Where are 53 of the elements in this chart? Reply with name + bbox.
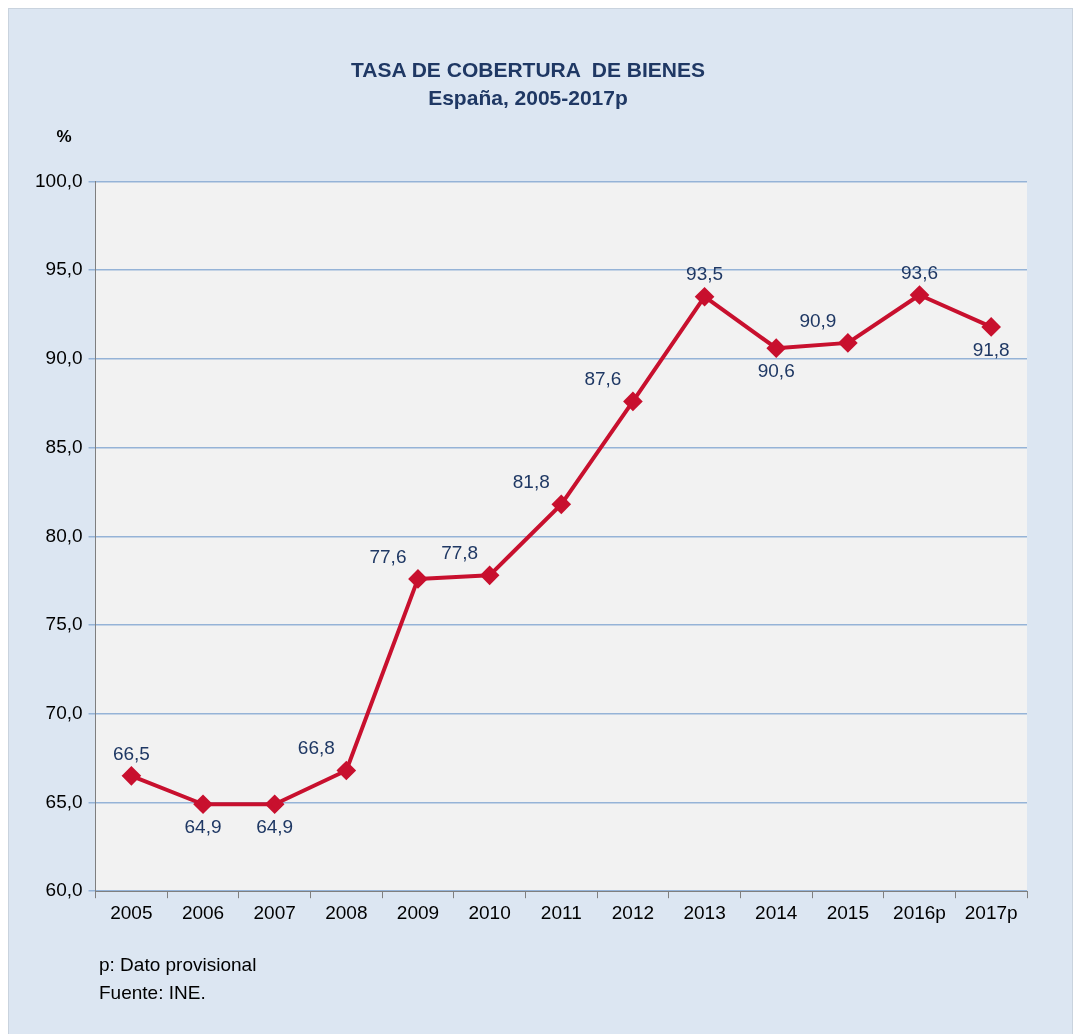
point bbox=[838, 333, 857, 352]
y-tick-label: 95,0 bbox=[45, 258, 83, 280]
x-tick-label: 2008 bbox=[325, 901, 368, 923]
point bbox=[552, 495, 571, 514]
source-note: Fuente: INE. bbox=[99, 981, 207, 1005]
chart-subtitle: España, 2005-2017p bbox=[428, 85, 628, 109]
y-tick-label: 75,0 bbox=[45, 613, 83, 635]
y-tick-label: 100,0 bbox=[35, 169, 83, 191]
text: p: Dato provisional bbox=[99, 953, 258, 977]
point bbox=[265, 795, 284, 814]
x-tick-label: 2006 bbox=[181, 901, 225, 923]
point bbox=[623, 392, 642, 411]
point bbox=[695, 287, 714, 306]
data-label: 77,6 bbox=[369, 545, 407, 567]
chart-title: TASA DE COBERTURA DE BIENES bbox=[351, 58, 705, 82]
data-label: 93,6 bbox=[901, 261, 939, 283]
data-label: 81,8 bbox=[512, 471, 550, 493]
point bbox=[122, 766, 141, 785]
data-label: 66,5 bbox=[112, 742, 150, 764]
x-tick-label: 2015 bbox=[826, 901, 870, 923]
point bbox=[910, 285, 929, 304]
x-tick-label: 2010 bbox=[468, 901, 511, 923]
x-tick-label: 2013 bbox=[683, 901, 726, 923]
point bbox=[408, 569, 427, 588]
point bbox=[194, 795, 213, 814]
data-label: 90,6 bbox=[757, 359, 795, 381]
data-label: 87,6 bbox=[584, 368, 622, 390]
point bbox=[337, 761, 356, 780]
data-label: 64,9 bbox=[184, 815, 222, 837]
point bbox=[982, 317, 1001, 336]
y-tick-label: 80,0 bbox=[45, 524, 83, 546]
y-tick-label: 70,0 bbox=[45, 701, 83, 723]
y-tick-label: 90,0 bbox=[45, 347, 83, 369]
x-tick-label: 2005 bbox=[110, 901, 153, 923]
x-tick-label: 2014 bbox=[755, 901, 798, 923]
x-tick-label: 2007 bbox=[253, 901, 296, 923]
y-axis-title: % bbox=[56, 126, 72, 146]
x-tick-label: 2017p bbox=[964, 901, 1018, 923]
point bbox=[480, 566, 499, 585]
x-tick-label: 2011 bbox=[540, 901, 582, 923]
x-tick-label: 2009 bbox=[396, 901, 440, 923]
y-tick-label: 85,0 bbox=[45, 435, 83, 457]
data-label: 91,8 bbox=[972, 338, 1010, 360]
data-label: 77,8 bbox=[441, 542, 479, 564]
data-label: 66,8 bbox=[297, 737, 335, 759]
point bbox=[767, 339, 786, 358]
data-label: 64,9 bbox=[256, 815, 294, 837]
x-tick-label: 2016p bbox=[893, 901, 946, 923]
y-tick-label: 60,0 bbox=[45, 879, 83, 901]
x-tick-label: 2012 bbox=[611, 901, 655, 923]
data-label: 90,9 bbox=[799, 309, 837, 331]
y-tick-label: 65,0 bbox=[45, 790, 83, 812]
data-label: 93,5 bbox=[686, 263, 724, 285]
